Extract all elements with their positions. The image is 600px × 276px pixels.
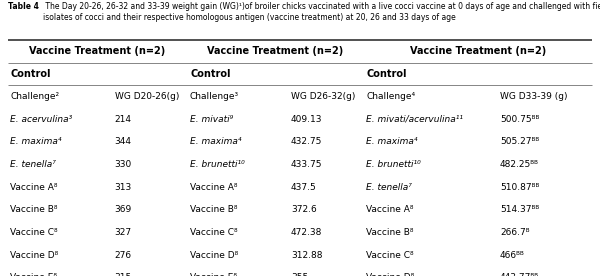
Text: 409.13: 409.13	[291, 115, 322, 124]
Text: 276: 276	[115, 251, 132, 259]
Text: E. brunetti¹⁰: E. brunetti¹⁰	[190, 160, 245, 169]
Text: Vaccine Treatment (n=2): Vaccine Treatment (n=2)	[208, 46, 344, 56]
Text: Vaccine B⁸: Vaccine B⁸	[190, 205, 237, 214]
Text: 432.75: 432.75	[291, 137, 322, 146]
Text: Control: Control	[367, 69, 407, 79]
Text: 313: 313	[115, 183, 132, 192]
Text: Challenge⁴: Challenge⁴	[366, 92, 415, 101]
Text: Vaccine A⁸: Vaccine A⁸	[366, 205, 413, 214]
Text: Challenge³: Challenge³	[190, 92, 239, 101]
Text: 214: 214	[115, 115, 131, 124]
Text: Vaccine D⁸: Vaccine D⁸	[190, 251, 238, 259]
Text: E. maxima⁴: E. maxima⁴	[10, 137, 62, 146]
Text: 466ᴮᴮ: 466ᴮᴮ	[500, 251, 525, 259]
Text: 372.6: 372.6	[291, 205, 317, 214]
Text: Vaccine D⁸: Vaccine D⁸	[366, 273, 415, 276]
Text: Challenge²: Challenge²	[10, 92, 59, 101]
Text: Table 4: Table 4	[8, 2, 38, 11]
Text: E. acervulina³: E. acervulina³	[10, 115, 73, 124]
Text: 355: 355	[291, 273, 308, 276]
Text: Control: Control	[190, 69, 231, 79]
Text: The Day 20-26, 26-32 and 33-39 weight gain (WG)¹)of broiler chicks vaccinated wi: The Day 20-26, 26-32 and 33-39 weight ga…	[43, 2, 600, 22]
Text: 315: 315	[115, 273, 132, 276]
Text: E. maxima⁴: E. maxima⁴	[190, 137, 241, 146]
Text: E. tenella⁷: E. tenella⁷	[366, 183, 412, 192]
Text: 433.75: 433.75	[291, 160, 322, 169]
Text: 266.7ᴮ: 266.7ᴮ	[500, 228, 530, 237]
Text: E. mivati/acervulina¹¹: E. mivati/acervulina¹¹	[366, 115, 463, 124]
Text: 312.88: 312.88	[291, 251, 322, 259]
Text: Vaccine E⁸: Vaccine E⁸	[190, 273, 237, 276]
Text: Vaccine B⁸: Vaccine B⁸	[366, 228, 413, 237]
Text: Vaccine Treatment (n=2): Vaccine Treatment (n=2)	[29, 46, 166, 56]
Text: 510.87ᴮᴮ: 510.87ᴮᴮ	[500, 183, 539, 192]
Text: Control: Control	[11, 69, 52, 79]
Text: E. brunetti¹⁰: E. brunetti¹⁰	[366, 160, 421, 169]
Text: E. tenella⁷: E. tenella⁷	[10, 160, 56, 169]
Text: 327: 327	[115, 228, 132, 237]
Text: WG D20-26(g): WG D20-26(g)	[115, 92, 179, 101]
Text: Vaccine E⁸: Vaccine E⁸	[10, 273, 57, 276]
Text: 482.25ᴮᴮ: 482.25ᴮᴮ	[500, 160, 539, 169]
Text: E. maxima⁴: E. maxima⁴	[366, 137, 418, 146]
Text: 514.37ᴮᴮ: 514.37ᴮᴮ	[500, 205, 539, 214]
Text: 344: 344	[115, 137, 131, 146]
Text: Vaccine A⁸: Vaccine A⁸	[190, 183, 237, 192]
Text: Vaccine D⁸: Vaccine D⁸	[10, 251, 58, 259]
Text: 443.77ᴮᴮ: 443.77ᴮᴮ	[500, 273, 539, 276]
Text: Vaccine C⁸: Vaccine C⁸	[366, 251, 413, 259]
Text: 369: 369	[115, 205, 132, 214]
Text: 472.38: 472.38	[291, 228, 322, 237]
Text: E. mivati⁹: E. mivati⁹	[190, 115, 233, 124]
Text: 437.5: 437.5	[291, 183, 317, 192]
Text: Vaccine Treatment (n=2): Vaccine Treatment (n=2)	[410, 46, 546, 56]
Text: Vaccine C⁸: Vaccine C⁸	[10, 228, 58, 237]
Text: Vaccine C⁸: Vaccine C⁸	[190, 228, 238, 237]
Text: Vaccine B⁸: Vaccine B⁸	[10, 205, 58, 214]
Text: 330: 330	[115, 160, 132, 169]
Text: 500.75ᴮᴮ: 500.75ᴮᴮ	[500, 115, 539, 124]
Text: WG D26-32(g): WG D26-32(g)	[291, 92, 355, 101]
Text: 505.27ᴮᴮ: 505.27ᴮᴮ	[500, 137, 539, 146]
Text: WG D33-39 (g): WG D33-39 (g)	[500, 92, 568, 101]
Text: Vaccine A⁸: Vaccine A⁸	[10, 183, 58, 192]
